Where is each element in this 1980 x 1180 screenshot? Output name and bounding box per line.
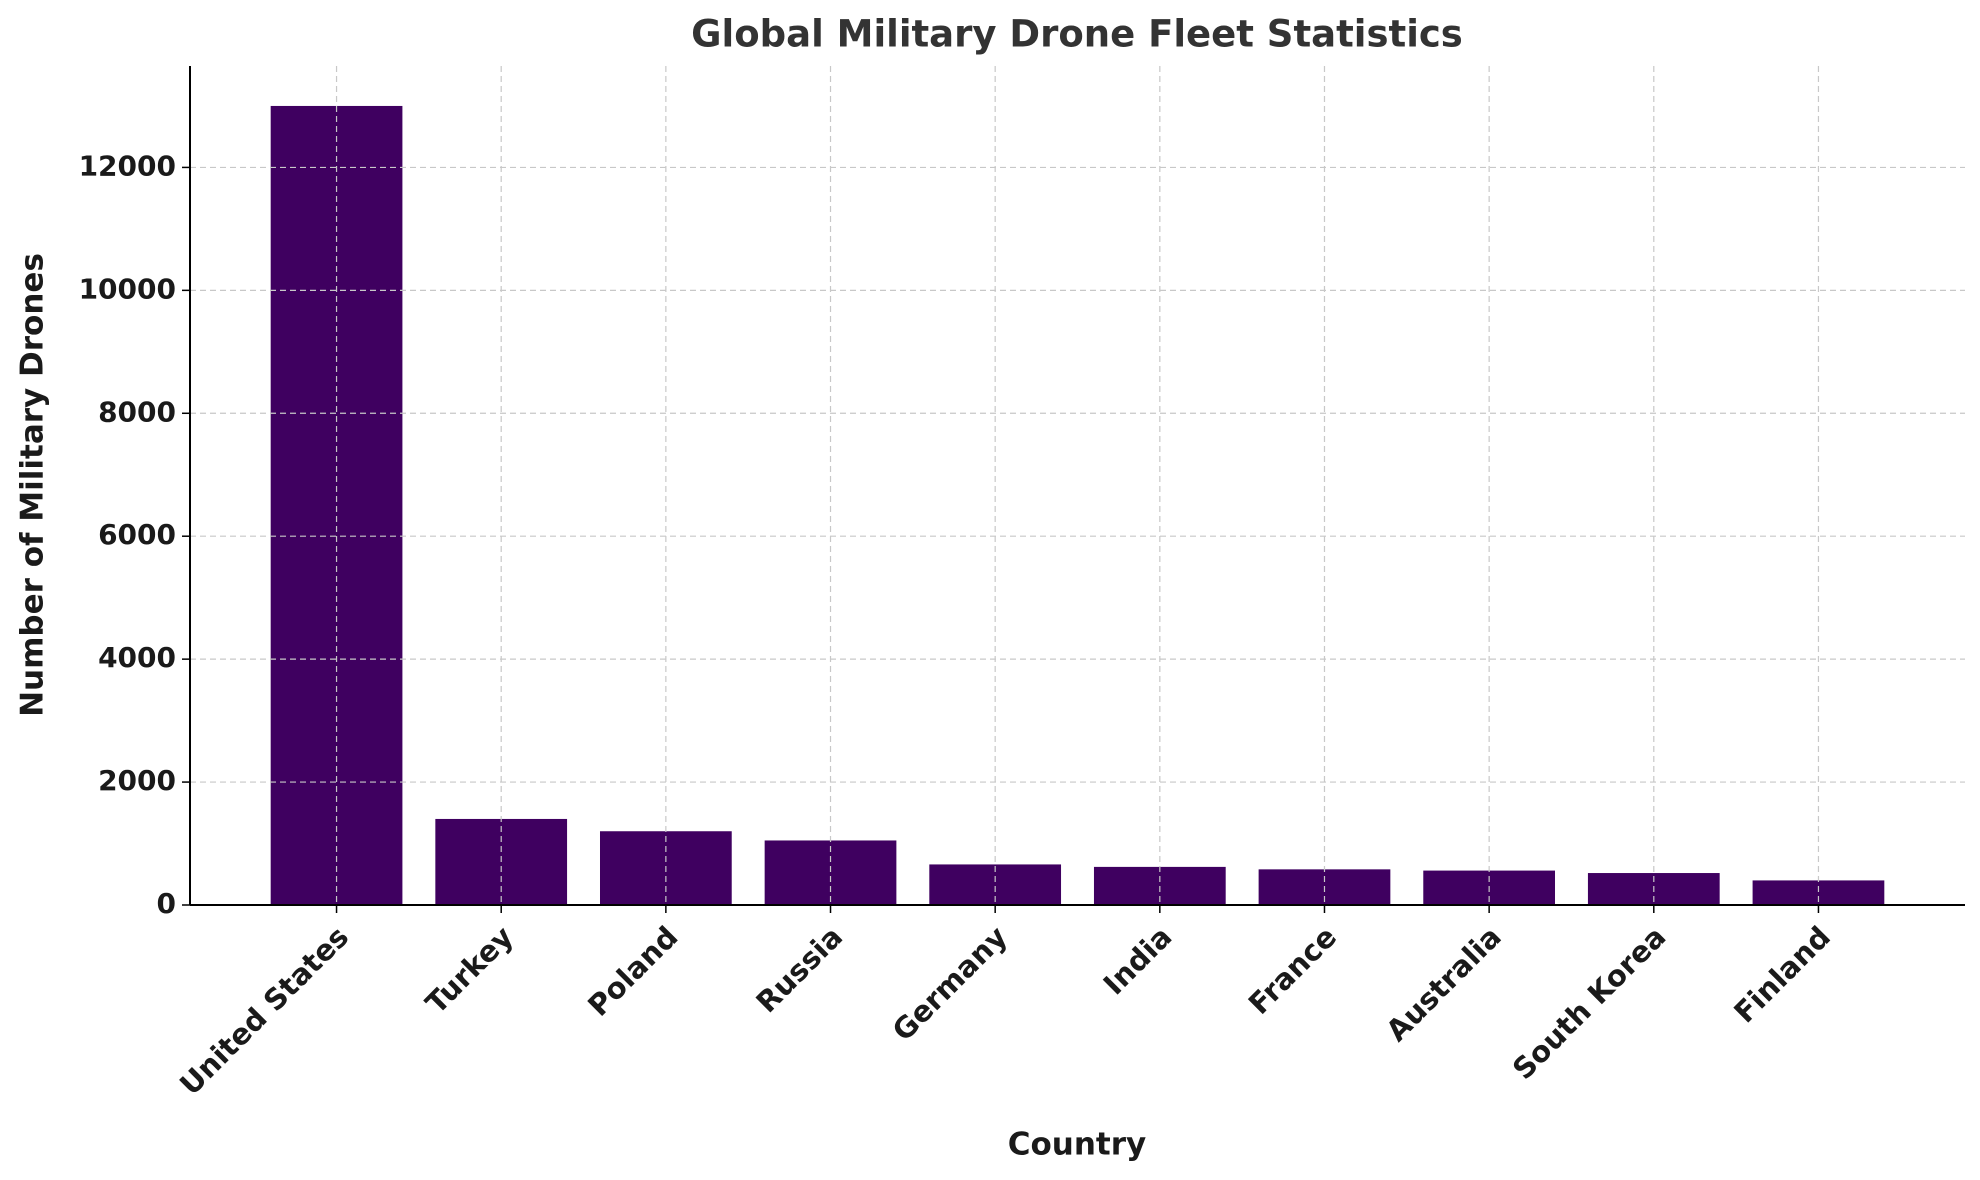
- y-tick-label: 12000: [79, 149, 176, 182]
- x-tick-label: France: [1242, 920, 1343, 1021]
- y-tick-label: 6000: [98, 518, 176, 551]
- y-tick-label: 0: [157, 887, 176, 920]
- y-axis-label: Number of Military Drones: [15, 253, 51, 717]
- x-tick-label: India: [1097, 920, 1179, 1002]
- x-tick-label: Poland: [581, 920, 684, 1023]
- x-tick-label: Australia: [1379, 920, 1507, 1048]
- y-tick-label: 10000: [79, 272, 176, 305]
- x-tick-label: Russia: [749, 920, 849, 1020]
- x-tick-label: Turkey: [419, 919, 520, 1020]
- x-tick-label: Germany: [886, 920, 1014, 1048]
- x-tick-label: Finland: [1727, 920, 1837, 1030]
- y-tick-label: 2000: [98, 764, 176, 797]
- x-tick-label: South Korea: [1506, 920, 1673, 1087]
- y-tick-label: 4000: [98, 641, 176, 674]
- x-axis-label: Country: [1008, 1127, 1147, 1163]
- y-tick-label: 8000: [98, 395, 176, 428]
- bar: [270, 105, 403, 905]
- x-tick-label: United States: [173, 920, 355, 1102]
- chart-title: Global Military Drone Fleet Statistics: [691, 13, 1463, 56]
